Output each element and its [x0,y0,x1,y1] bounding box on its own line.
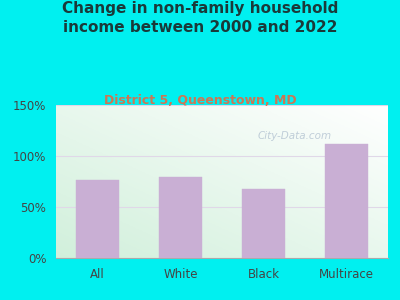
Text: City-Data.com: City-Data.com [258,130,332,141]
Text: Change in non-family household
income between 2000 and 2022: Change in non-family household income be… [62,2,338,35]
Bar [76,181,119,258]
Bar [325,144,368,258]
Bar [159,177,202,258]
Text: District 5, Queenstown, MD: District 5, Queenstown, MD [104,94,296,107]
Bar [242,189,285,258]
